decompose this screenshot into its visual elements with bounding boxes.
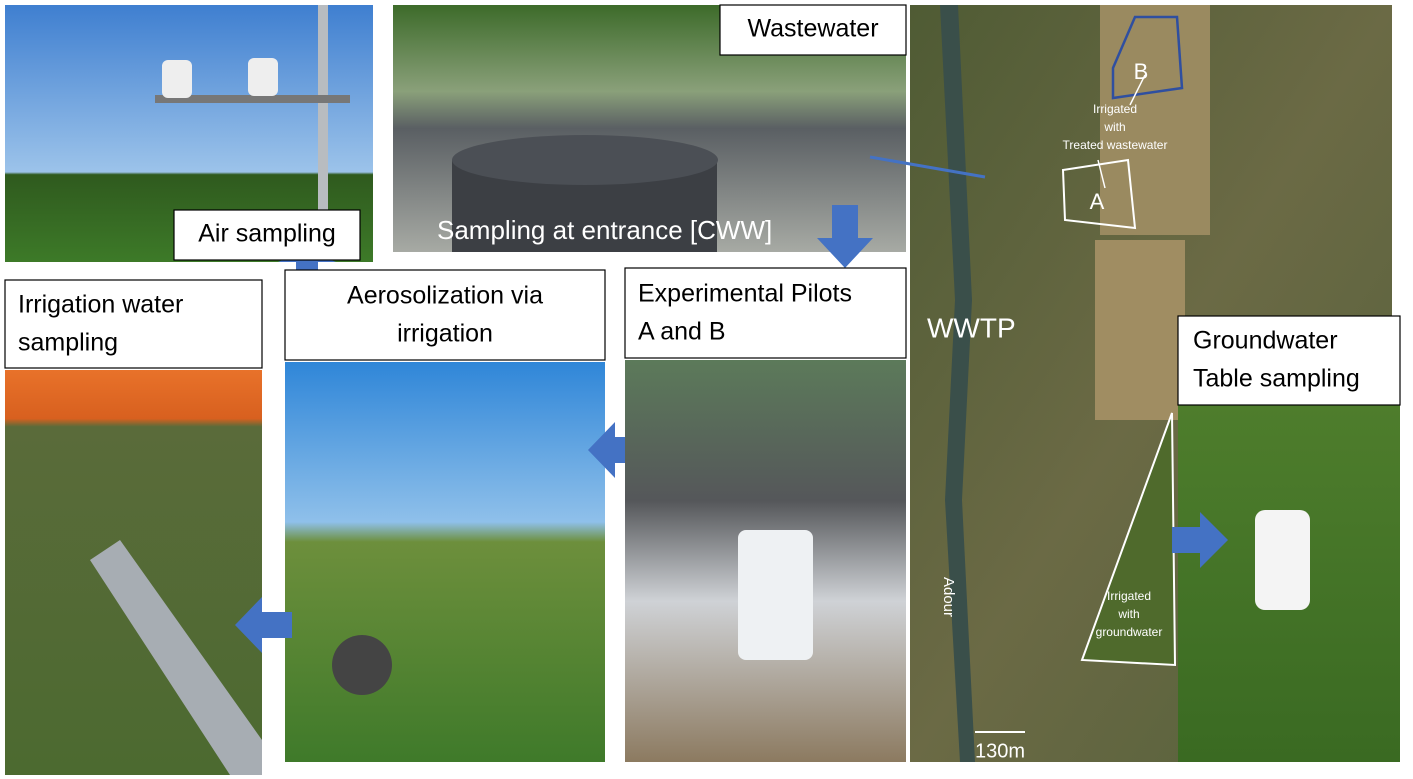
canister (738, 530, 813, 660)
label-box (4, 279, 263, 369)
plot-b-label: B (1134, 59, 1149, 84)
wastewater-caption: Sampling at entrance [CWW] (437, 215, 772, 245)
pointer (1097, 159, 1106, 189)
wheel (332, 635, 392, 695)
bracket (155, 95, 350, 103)
mast (318, 5, 328, 262)
tank-top (452, 135, 718, 185)
wwtp-label: WWTP (927, 312, 1016, 343)
plot-a-label: A (1090, 189, 1105, 214)
aerosolization-photo (285, 362, 605, 762)
label-box (284, 269, 606, 361)
plot-b (1111, 15, 1184, 100)
label-box (173, 209, 361, 261)
arrow-up (278, 250, 336, 272)
sampler (162, 60, 192, 98)
label-box (719, 4, 907, 56)
ground-note: groundwater (1096, 625, 1163, 639)
plot-a (1061, 158, 1137, 230)
bottle (1255, 510, 1310, 610)
label-box (1177, 315, 1401, 406)
river-label: Adour (940, 577, 957, 617)
pilots-label: A and B (638, 318, 726, 346)
field (1100, 5, 1210, 235)
arrow-left (235, 597, 292, 653)
treated-note: Treated wastewater (1063, 138, 1168, 152)
river (940, 5, 975, 762)
groundwater-label: Groundwater (1193, 327, 1338, 355)
label-box (624, 267, 907, 359)
ground-note: Irrigated (1107, 589, 1151, 603)
irrigation-label: Irrigation water (18, 291, 183, 319)
groundwater-label: Table sampling (1193, 365, 1360, 393)
field (1095, 240, 1185, 420)
arrow-down (817, 205, 873, 268)
irrigation-label: sampling (18, 329, 118, 357)
wastewater-label: Wastewater (747, 15, 878, 43)
ground-note: with (1117, 607, 1139, 621)
pilots-label: Experimental Pilots (638, 280, 852, 308)
sampler (248, 58, 278, 96)
pipe (90, 540, 262, 775)
treated-note: with (1103, 120, 1125, 134)
scale-label: 130m (975, 740, 1025, 762)
aerosolization-label: irrigation (397, 320, 493, 348)
air-label: Air sampling (198, 220, 336, 248)
arrow-right (1172, 512, 1228, 568)
treated-note: Irrigated (1093, 102, 1137, 116)
pointer (869, 155, 986, 179)
pointer (1129, 74, 1146, 106)
arrow-left (588, 422, 625, 478)
aerosolization-label: Aerosolization via (347, 282, 543, 310)
